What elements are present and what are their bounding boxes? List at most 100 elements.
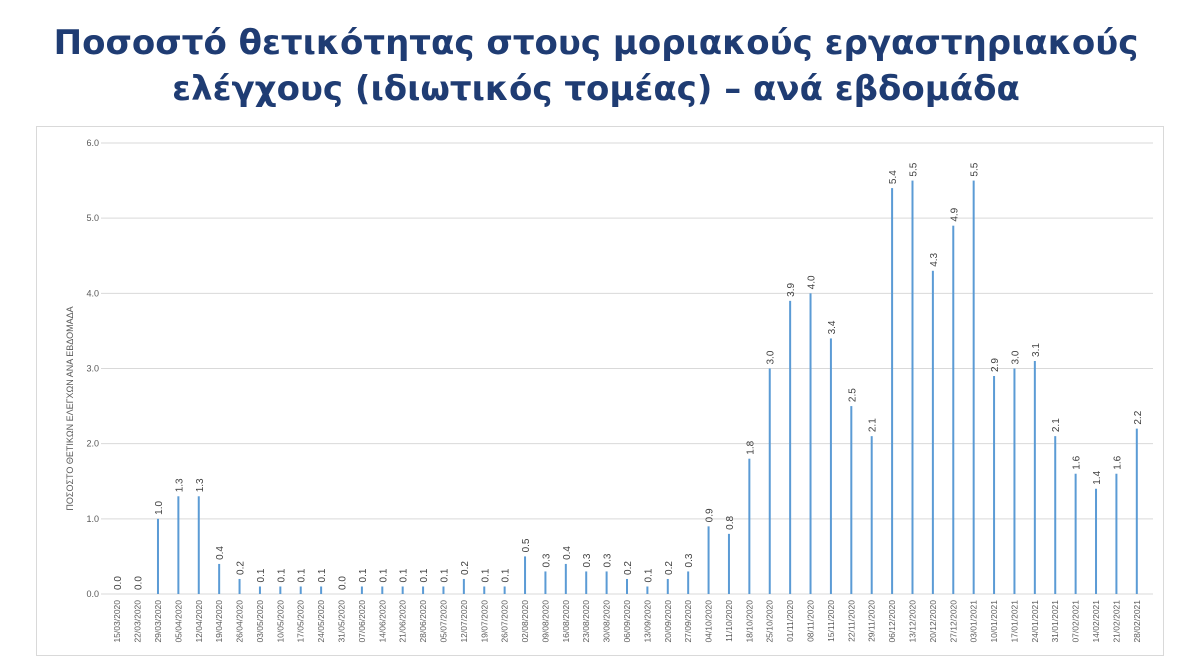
bar [177, 496, 180, 594]
x-tick-label: 04/10/2020 [704, 600, 714, 643]
bar [1074, 473, 1077, 594]
bar [524, 556, 527, 594]
title-line-2: ελέγχους (ιδιωτικός τομέας) – ανά εβδομά… [172, 69, 1020, 109]
bar [666, 578, 669, 594]
x-tick-label: 20/09/2020 [663, 600, 673, 643]
x-tick-label: 07/02/2021 [1071, 600, 1081, 643]
y-tick-label: 3.0 [86, 364, 99, 374]
x-tick-label: 17/01/2021 [1009, 600, 1019, 643]
data-label: 3.1 [1031, 343, 1042, 357]
bar [401, 586, 404, 594]
x-tick-label: 21/06/2020 [398, 600, 408, 643]
x-tick-label: 22/11/2020 [846, 600, 856, 642]
data-label: 3.9 [786, 283, 797, 297]
data-label: 0.1 [256, 568, 267, 582]
y-tick-label: 2.0 [86, 439, 99, 449]
x-tick-label: 26/07/2020 [500, 600, 510, 643]
x-tick-label: 30/08/2020 [602, 600, 612, 643]
bar [1135, 428, 1138, 594]
x-tick-label: 14/06/2020 [377, 600, 387, 643]
x-tick-label: 24/01/2021 [1030, 600, 1040, 643]
x-tick-label: 17/05/2020 [296, 600, 306, 643]
data-label: 0.1 [358, 568, 369, 582]
x-tick-label: 06/09/2020 [622, 600, 632, 643]
data-label: 5.5 [908, 162, 919, 176]
data-label: 0.2 [623, 561, 634, 575]
data-label: 0.0 [113, 576, 124, 590]
x-tick-label: 12/07/2020 [459, 600, 469, 643]
x-tick-label: 12/04/2020 [194, 600, 204, 643]
data-label: 1.8 [745, 440, 756, 454]
data-label: 5.4 [888, 170, 899, 184]
x-tick-label: 26/04/2020 [235, 600, 245, 643]
bar [462, 578, 465, 594]
bar [748, 458, 751, 594]
x-tick-label: 11/10/2020 [724, 600, 734, 642]
y-tick-label: 5.0 [86, 213, 99, 223]
bar [870, 436, 873, 594]
data-label: 0.1 [480, 568, 491, 582]
bar [911, 180, 914, 595]
data-label: 0.5 [521, 538, 532, 552]
bar [197, 496, 200, 594]
x-tick-label: 03/05/2020 [255, 600, 265, 643]
bar [564, 563, 567, 594]
data-label: 3.0 [766, 350, 777, 364]
bar [299, 586, 302, 594]
data-label: 0.3 [582, 553, 593, 567]
bar [1115, 473, 1118, 594]
bar [258, 586, 261, 594]
data-label: 0.2 [236, 561, 247, 575]
x-tick-label: 28/02/2021 [1132, 600, 1142, 643]
x-tick-label: 27/12/2020 [948, 600, 958, 643]
x-tick-label: 14/02/2021 [1091, 600, 1101, 643]
data-label: 0.0 [338, 576, 349, 590]
x-tick-label: 07/06/2020 [357, 600, 367, 643]
data-label: 1.3 [195, 478, 206, 492]
data-label: 1.6 [1072, 455, 1083, 469]
bar [891, 188, 894, 594]
bar-chart: 0.0 1.0 2.0 3.0 4.0 5.0 6.0 ΠΟΣΟΣΤΟ ΘΕΤΙΚΩΝ ΕΛΕ… [65, 138, 1153, 643]
data-label: 4.0 [807, 275, 818, 289]
x-tick-label: 31/01/2021 [1050, 600, 1060, 643]
bar [727, 533, 730, 594]
data-label: 3.4 [827, 320, 838, 334]
bar [829, 338, 832, 594]
x-tick-label: 28/06/2020 [418, 600, 428, 643]
x-tick-label: 19/04/2020 [214, 600, 224, 643]
data-label: 0.1 [643, 568, 654, 582]
data-label: 0.4 [215, 546, 226, 560]
x-tick-label: 15/11/2020 [826, 600, 836, 642]
x-tick-label: 19/07/2020 [479, 600, 489, 643]
data-label: 4.3 [929, 252, 940, 266]
data-label: 2.1 [868, 418, 879, 432]
x-tick-label: 13/09/2020 [642, 600, 652, 643]
data-label: 5.5 [970, 162, 981, 176]
x-tick-label: 18/10/2020 [744, 600, 754, 643]
x-tick-label: 03/01/2021 [969, 600, 979, 643]
data-label: 4.9 [949, 207, 960, 221]
y-tick-label: 0.0 [86, 589, 99, 599]
data-label: 2.1 [1051, 418, 1062, 432]
page-title: Ποσοστό θετικότητας στους μοριακούς εργα… [0, 20, 1192, 112]
x-tick-label: 25/10/2020 [765, 600, 775, 643]
bar [381, 586, 384, 594]
data-label: 0.1 [419, 568, 430, 582]
data-label: 0.1 [276, 568, 287, 582]
bar [503, 586, 506, 594]
bar [605, 571, 608, 594]
data-label: 0.1 [297, 568, 308, 582]
data-label: 1.0 [154, 500, 165, 514]
title-line-1: Ποσοστό θετικότητας στους μοριακούς εργα… [53, 23, 1139, 63]
bar [422, 586, 425, 594]
data-label: 1.4 [1092, 470, 1103, 484]
x-tick-label: 05/07/2020 [438, 600, 448, 643]
data-label: 0.4 [562, 546, 573, 560]
x-tick-label: 23/08/2020 [581, 600, 591, 643]
data-label: 0.3 [684, 553, 695, 567]
bar [218, 563, 221, 594]
x-tick-label: 05/04/2020 [173, 600, 183, 643]
x-tick-label: 27/09/2020 [683, 600, 693, 643]
y-tick-label: 6.0 [86, 138, 99, 148]
y-tick-label: 1.0 [86, 514, 99, 524]
